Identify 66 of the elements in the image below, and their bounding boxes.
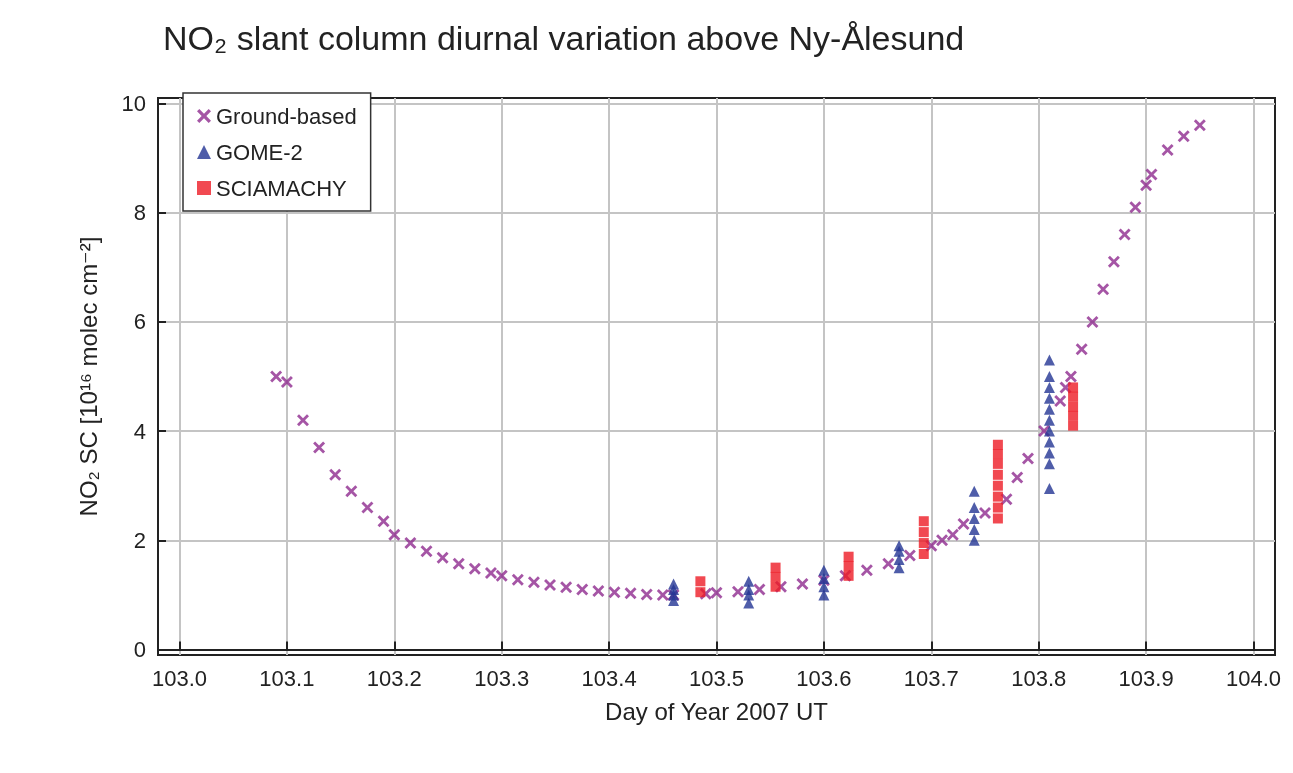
point [918, 527, 929, 538]
point [843, 551, 854, 562]
point [992, 469, 1003, 480]
y-tick-label: 4 [133, 418, 146, 444]
point [1068, 401, 1079, 412]
point [1043, 436, 1055, 448]
x-tick-label: 104.0 [1225, 665, 1282, 691]
point [968, 485, 980, 497]
x-tick-label: 103.2 [366, 665, 422, 691]
point [818, 564, 830, 576]
point [968, 523, 980, 535]
point [1068, 420, 1079, 431]
y-tick-label: 6 [133, 309, 146, 335]
chart-title: NO₂ slant column diurnal variation above Ny-Ålesund [163, 19, 965, 57]
point [1043, 403, 1055, 415]
point [992, 480, 1003, 491]
point [1068, 391, 1079, 402]
point [1043, 354, 1055, 366]
point [918, 548, 929, 559]
point [1068, 410, 1079, 421]
point [1043, 458, 1055, 470]
y-tick-label: 2 [133, 527, 146, 553]
y-tick-label: 10 [121, 90, 146, 116]
point [668, 578, 680, 590]
point [992, 513, 1003, 524]
x-tick-label: 103.8 [1011, 665, 1067, 691]
point [918, 516, 929, 527]
point [968, 502, 980, 514]
point [1043, 414, 1055, 426]
x-tick-label: 103.4 [581, 665, 637, 691]
point [992, 449, 1003, 460]
x-tick-label: 103.6 [796, 665, 852, 691]
x-axis-title: Day of Year 2007 UT [605, 697, 829, 725]
point [1043, 447, 1055, 459]
legend-label: GOME-2 [216, 139, 303, 165]
point [968, 534, 980, 546]
point [743, 597, 755, 609]
point [968, 512, 980, 524]
point [1043, 381, 1055, 393]
point [770, 571, 781, 582]
point [843, 560, 854, 571]
point [893, 562, 905, 574]
point [695, 576, 706, 587]
y-axis-title: NO₂ SC [10¹⁶ molec cm⁻²] [74, 236, 102, 517]
point [893, 540, 905, 552]
x-tick-label: 103.9 [1118, 665, 1174, 691]
point [743, 575, 755, 587]
point [843, 570, 854, 581]
x-tick-label: 103.3 [474, 665, 530, 691]
point [992, 458, 1003, 469]
legend-label: SCIAMACHY [216, 175, 348, 201]
legend-label: Ground-based [216, 103, 357, 129]
x-tick-label: 103.5 [688, 665, 745, 691]
point [770, 562, 781, 573]
point [818, 581, 830, 593]
x-tick-label: 103.0 [151, 665, 208, 691]
y-tick-label: 0 [133, 637, 146, 663]
x-tick-label: 103.1 [259, 665, 315, 691]
x-tick-label: 103.7 [903, 665, 959, 691]
point [992, 491, 1003, 502]
point [1043, 392, 1055, 404]
point [992, 502, 1003, 513]
point [992, 439, 1003, 450]
point [1043, 371, 1055, 382]
y-tick-label: 8 [133, 200, 146, 226]
point [1043, 482, 1055, 494]
